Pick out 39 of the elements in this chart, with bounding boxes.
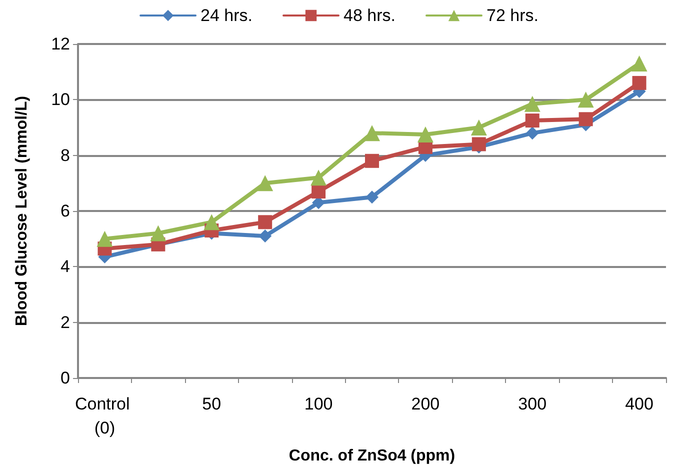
point [632,76,646,90]
point [366,190,378,204]
point [578,92,594,108]
point [472,137,486,152]
point [417,126,434,142]
legend-label: 72 hrs. [486,6,538,25]
x-tick-label: 100 [304,394,333,414]
y-tick-label: 2 [60,312,70,332]
point [631,55,648,72]
point [524,96,540,112]
point [150,225,166,242]
point [258,230,272,243]
x-tick-label: Control (0) [74,394,134,438]
y-tick-label: 0 [60,368,70,388]
x-tick-label: 50 [202,394,222,414]
y-axis-title: Blood Glucose Level (mmol/L) [14,96,30,326]
point [526,126,539,140]
x-axis-title: Conc. of ZnSo4 (ppm) [288,448,456,464]
x-tick-label: 400 [625,394,654,414]
point [578,112,593,126]
point [204,214,220,230]
point [470,120,487,136]
y-tick-label: 12 [51,34,70,54]
point [312,184,326,199]
point [364,125,380,142]
legend-label: 24 hrs. [200,6,253,25]
x-tick-label: 200 [411,394,440,414]
point [365,154,379,168]
point [258,215,272,230]
point [96,230,113,247]
y-tick-label: 10 [51,90,70,110]
x-tick-label: 300 [518,394,547,414]
y-tick-label: 6 [60,202,70,220]
y-tick-label: 4 [60,257,70,276]
point [310,170,327,186]
point [525,114,540,128]
point [257,175,274,192]
y-tick-label: 8 [60,146,70,165]
legend-label: 48 hrs. [344,6,396,25]
